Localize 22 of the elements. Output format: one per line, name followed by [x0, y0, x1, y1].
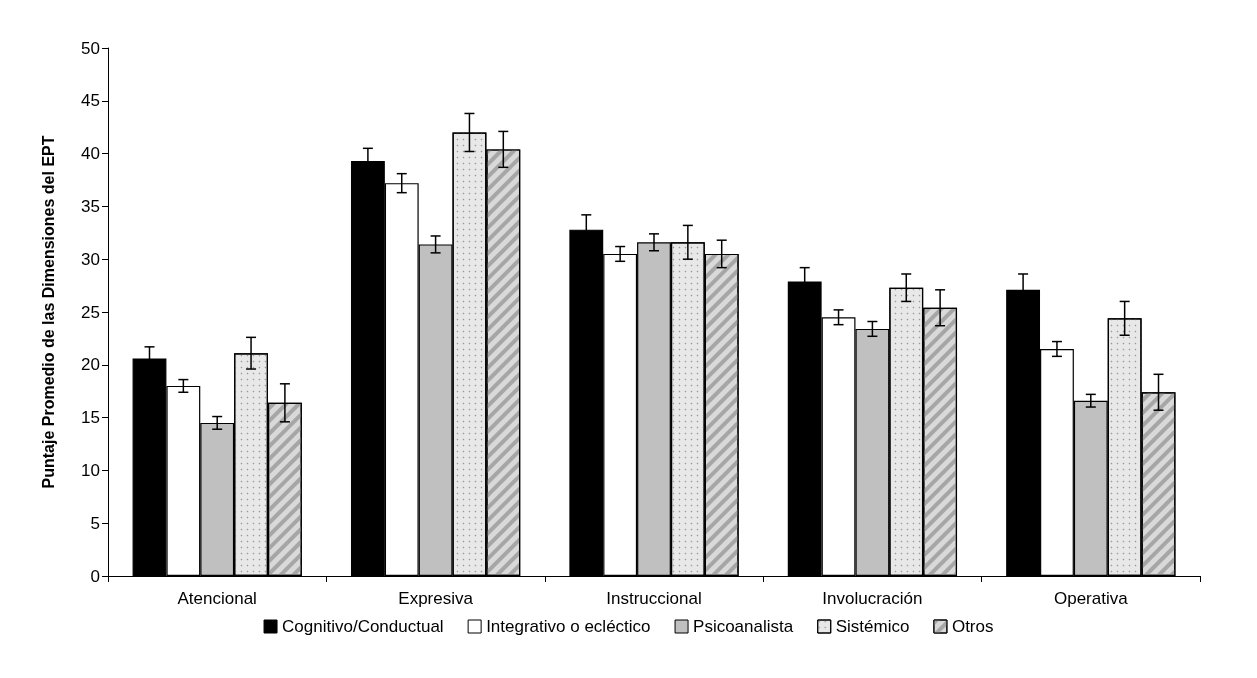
y-tick-label: 15 [81, 408, 100, 428]
y-tick-label: 25 [81, 302, 100, 322]
legend-label: Psicoanalista [693, 617, 794, 636]
y-tick-label: 30 [81, 249, 100, 269]
legend-label: Integrativo o ecléctico [486, 617, 651, 636]
legend-label: Otros [951, 617, 994, 636]
y-tick-label: 45 [81, 91, 100, 111]
x-tick-label: Operativa [1053, 589, 1129, 608]
y-tick-label: 50 [81, 38, 100, 58]
x-tick-label: Atencional [177, 589, 257, 608]
y-tick-label: 5 [90, 513, 100, 533]
legend-label: Sistémico [835, 617, 910, 636]
x-tick-label: Expresiva [398, 589, 474, 608]
y-tick-label: 10 [81, 460, 100, 480]
y-tick-label: 0 [90, 566, 100, 586]
x-tick-label: Instruccional [606, 589, 702, 608]
x-tick-label: Involucración [822, 589, 923, 608]
y-axis-title: Puntaje Promedio de las Dimensiones del EPT [39, 135, 57, 489]
y-tick-label: 20 [81, 355, 100, 375]
y-tick-label: 35 [81, 196, 100, 216]
y-tick-label: 40 [81, 144, 100, 164]
legend-label: Cognitivo/Conductual [282, 617, 444, 636]
